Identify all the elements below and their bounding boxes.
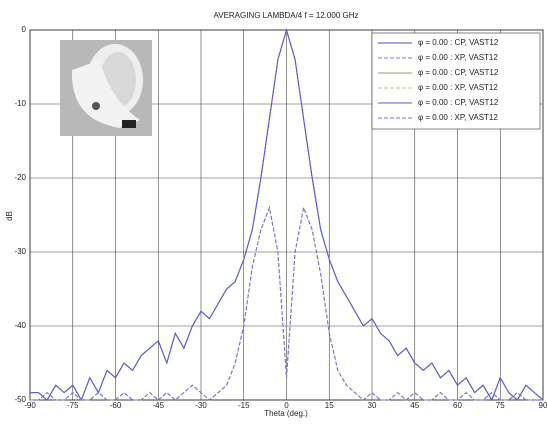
x-tick-label: 30	[368, 401, 377, 410]
x-axis-label: Theta (deg.)	[264, 409, 308, 418]
x-tick-label: -45	[152, 401, 164, 410]
legend-label: φ = 0.00 : CP, VAST12	[418, 68, 499, 77]
y-tick-label: 0	[22, 25, 27, 34]
x-tick-label: 60	[453, 401, 462, 410]
y-tick-label: -30	[14, 247, 26, 256]
legend-label: φ = 0.00 : XP, VAST12	[418, 83, 498, 92]
x-tick-label: 45	[410, 401, 419, 410]
x-tick-label: -75	[67, 401, 79, 410]
y-tick-label: -40	[14, 321, 26, 330]
series-line	[30, 28, 544, 402]
y-tick-label: -10	[14, 99, 26, 108]
y-tick-label: -20	[14, 173, 26, 182]
legend-label: φ = 0.00 : CP, VAST12	[418, 98, 499, 107]
y-axis-label: dB	[5, 211, 14, 221]
series-line	[30, 205, 543, 401]
x-tick-label: -15	[238, 401, 250, 410]
legend-label: φ = 0.00 : XP, VAST12	[418, 53, 498, 62]
x-tick-label: -90	[24, 401, 36, 410]
x-tick-label: -30	[195, 401, 207, 410]
x-tick-label: 0	[284, 401, 289, 410]
x-tick-label: 15	[325, 401, 334, 410]
y-tick-label: -50	[14, 395, 26, 404]
legend-label: φ = 0.00 : XP, VAST12	[418, 113, 498, 122]
x-tick-label: -60	[110, 401, 122, 410]
legend-box	[371, 32, 541, 130]
antenna-photo	[60, 40, 152, 136]
x-tick-label: 75	[496, 401, 505, 410]
chart-title: AVERAGING LAMBDA/4 f = 12.000 GHz	[213, 11, 358, 20]
x-tick-label: 90	[539, 401, 547, 410]
legend-label: φ = 0.00 : CP, VAST12	[418, 38, 499, 47]
